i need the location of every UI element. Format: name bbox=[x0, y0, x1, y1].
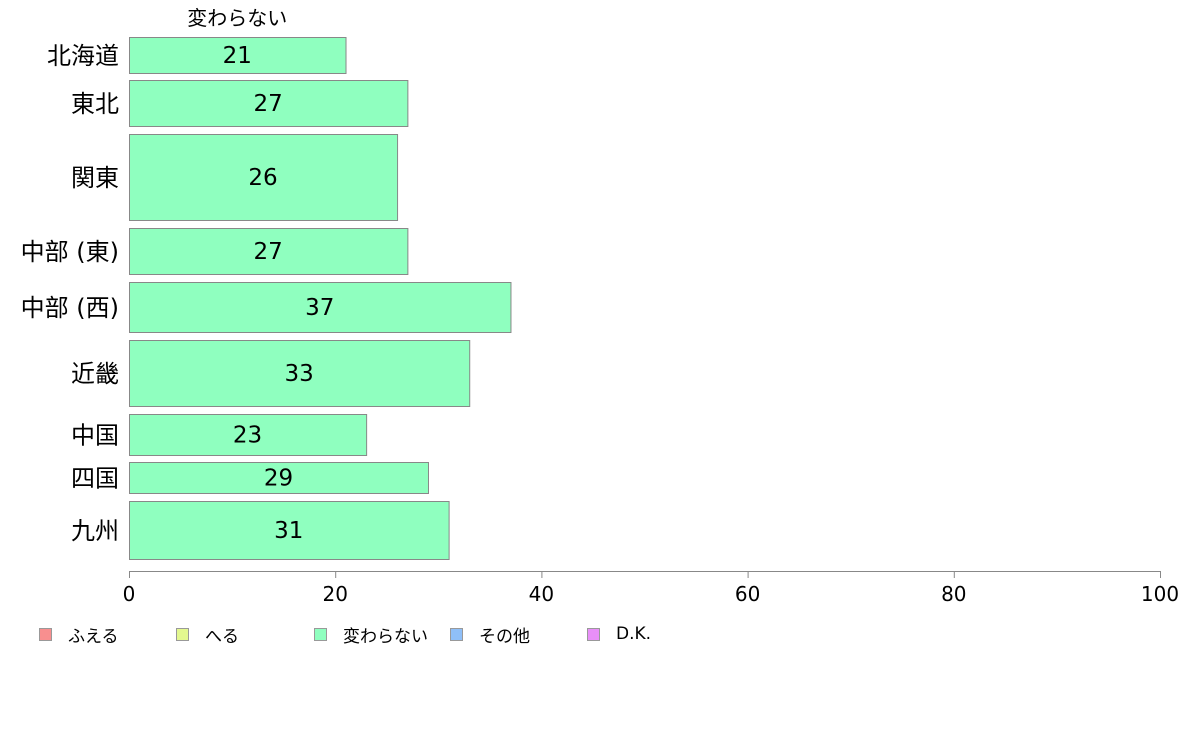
legend-item: ふえる bbox=[39, 622, 119, 647]
legend-item: 変わらない bbox=[314, 622, 428, 647]
legend-swatch bbox=[450, 627, 463, 641]
legend-label: へる bbox=[205, 626, 239, 647]
bar-value-label: 26 bbox=[248, 165, 277, 191]
bar-value-label: 21 bbox=[223, 43, 252, 69]
segment-label: 変わらない bbox=[187, 6, 287, 30]
legend-swatch bbox=[587, 627, 600, 641]
bar-value-label: 29 bbox=[264, 466, 293, 492]
legend-label: 変わらない bbox=[343, 626, 428, 647]
x-tick-label: 40 bbox=[529, 582, 554, 606]
category-label: 関東 bbox=[71, 164, 119, 192]
bar bbox=[129, 414, 368, 456]
category-label: 近畿 bbox=[71, 360, 119, 388]
legend-swatch bbox=[39, 627, 52, 641]
category-label: 四国 bbox=[71, 465, 119, 493]
bar-chart: 変わらない 21 北海道 27 東北 26 関東 27 中部 (東) 37 中部 (西) 33 近畿 23… bbox=[21, 6, 1179, 606]
bar-value-label: 27 bbox=[254, 91, 283, 117]
x-tick-label: 80 bbox=[941, 582, 966, 606]
category-label: 中部 (西) bbox=[21, 294, 119, 322]
bar-value-label: 31 bbox=[274, 518, 303, 544]
legend: ふえる へる 変わらない その他 D.K. bbox=[0, 622, 1188, 647]
bar-value-label: 37 bbox=[305, 295, 334, 321]
legend-item: D.K. bbox=[587, 622, 651, 646]
bar-value-label: 27 bbox=[254, 239, 283, 265]
x-tick-label: 100 bbox=[1141, 582, 1179, 606]
bar bbox=[129, 462, 429, 494]
legend-label: ふえる bbox=[68, 626, 119, 647]
bar bbox=[129, 228, 409, 275]
legend-item: その他 bbox=[450, 622, 530, 647]
x-tick-label: 0 bbox=[123, 582, 136, 606]
legend-item: へる bbox=[176, 622, 239, 647]
bar bbox=[129, 37, 347, 74]
bar bbox=[129, 340, 471, 407]
bar bbox=[129, 501, 450, 560]
category-label: 北海道 bbox=[47, 42, 119, 70]
legend-label: D.K. bbox=[616, 624, 652, 644]
x-tick-label: 20 bbox=[322, 582, 347, 606]
category-label: 東北 bbox=[71, 90, 119, 118]
bar-value-label: 33 bbox=[284, 361, 313, 387]
category-label: 中部 (東) bbox=[21, 238, 119, 266]
category-label: 九州 bbox=[71, 517, 119, 545]
bar-value-label: 23 bbox=[233, 423, 262, 449]
legend-label: その他 bbox=[479, 626, 530, 647]
legend-swatch bbox=[314, 627, 327, 641]
legend-swatch bbox=[176, 627, 189, 641]
category-label: 中国 bbox=[71, 422, 119, 450]
bar bbox=[129, 80, 409, 127]
bar bbox=[129, 134, 399, 221]
bar bbox=[129, 282, 512, 333]
x-tick-label: 60 bbox=[735, 582, 760, 606]
